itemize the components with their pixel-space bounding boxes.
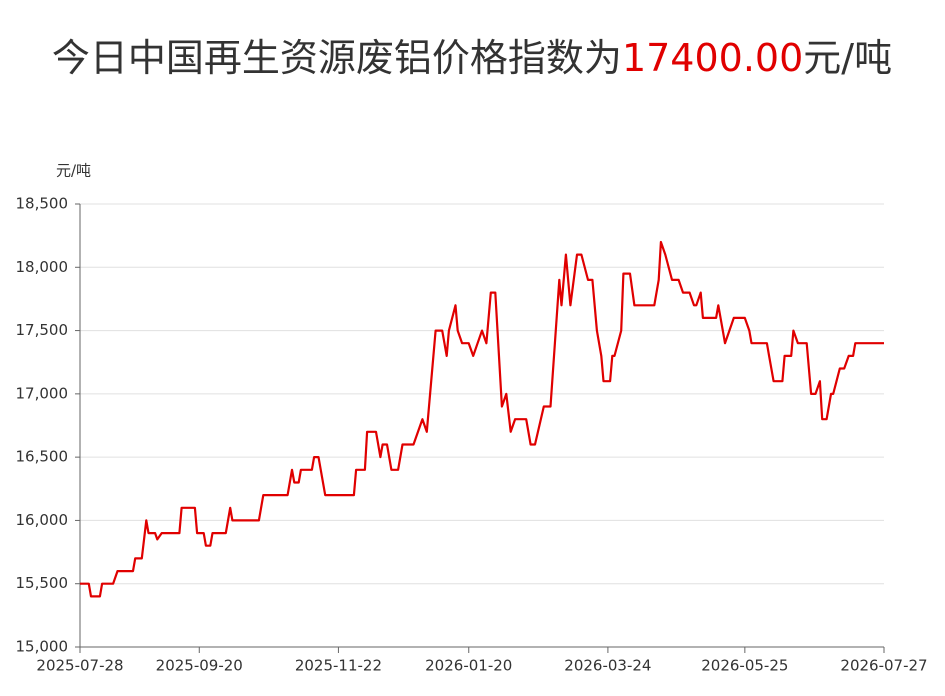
x-tick-label: 2026-07-27 xyxy=(840,657,927,675)
y-tick-label: 15,000 xyxy=(16,638,69,656)
y-tick-label: 16,500 xyxy=(16,448,69,466)
y-tick-label: 17,500 xyxy=(16,321,69,339)
x-tick-label: 2026-03-24 xyxy=(564,657,651,675)
y-tick-label: 17,000 xyxy=(16,384,69,402)
x-tick-label: 2025-09-20 xyxy=(156,657,243,675)
y-tick-label: 16,000 xyxy=(16,511,69,529)
y-tick-label: 15,500 xyxy=(16,574,69,592)
y-tick-label: 18,000 xyxy=(16,258,69,276)
x-tick-label: 2025-11-22 xyxy=(295,657,382,675)
line-series xyxy=(80,240,884,598)
title-suffix: 元/吨 xyxy=(803,36,892,80)
y-tick-label: 18,500 xyxy=(16,195,69,213)
y-axis-label: 元/吨 xyxy=(56,162,91,180)
title-prefix: 今日中国再生资源废铝价格指数为 xyxy=(52,36,622,80)
x-tick-label: 2026-05-25 xyxy=(701,657,788,675)
x-tick-label: 2026-01-20 xyxy=(425,657,512,675)
x-tick-label: 2025-07-28 xyxy=(36,657,123,675)
chart-title: 今日中国再生资源废铝价格指数为17400.00元/吨 xyxy=(52,36,892,80)
title-value: 17400.00 xyxy=(622,36,803,80)
